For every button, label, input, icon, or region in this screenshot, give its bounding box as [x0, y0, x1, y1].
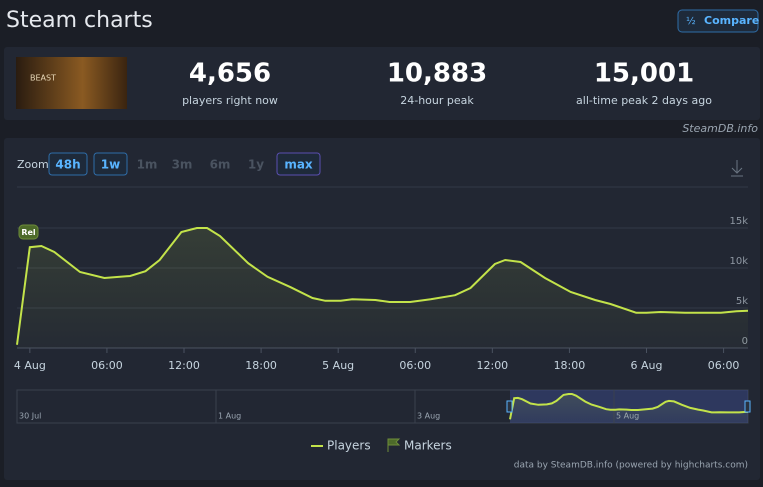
marker-flag	[18, 224, 39, 240]
x-tick-label: 12:00	[476, 359, 508, 372]
y-tick-label: 5k	[736, 296, 748, 307]
zoom-button-label[interactable]: 3m	[172, 158, 193, 172]
navigator-label: 1 Aug	[218, 412, 241, 421]
zoom-button-label[interactable]: 1m	[137, 158, 158, 172]
legend-label[interactable]: Markers	[404, 439, 452, 453]
y-tick-label: 15k	[729, 216, 748, 227]
credits: data by SteamDB.info (powered by highcha…	[514, 461, 748, 471]
zoom-button-label[interactable]: 1y	[248, 158, 264, 172]
series-line	[509, 393, 749, 420]
stat-value: 4,656	[189, 59, 271, 89]
navigator-handle[interactable]	[744, 400, 751, 413]
series-area	[17, 228, 748, 348]
x-tick-label: 06:00	[708, 359, 740, 372]
stat-label: players right now	[182, 94, 278, 107]
x-tick-label: 06:00	[399, 359, 431, 372]
compare-label: Compare	[704, 14, 759, 27]
zoom-button[interactable]	[93, 152, 128, 176]
series-line	[16, 227, 749, 345]
stat-label: all-time peak 2 days ago	[576, 94, 712, 107]
zoom-button-label[interactable]: 48h	[55, 158, 80, 172]
compare-button[interactable]	[677, 9, 759, 33]
page-title: Steam charts	[6, 8, 153, 33]
navigator-handle[interactable]	[506, 400, 513, 413]
x-tick-label: 18:00	[554, 359, 586, 372]
stats-panel	[4, 47, 760, 120]
legend-label[interactable]: Players	[327, 439, 371, 453]
zoom-button-label[interactable]: 1w	[101, 158, 120, 172]
download-icon[interactable]	[731, 160, 743, 177]
marker-label: Rel	[21, 228, 36, 237]
y-tick-label: 10k	[729, 256, 748, 267]
thumbnail-text: BEAST	[30, 74, 56, 83]
legend-swatch	[387, 438, 401, 452]
source-label: SteamDB.info	[682, 122, 758, 135]
stat-value: 10,883	[387, 59, 487, 89]
zoom-button[interactable]	[48, 152, 88, 176]
compare-icon: ½	[686, 15, 696, 27]
zoom-label: Zoom	[17, 158, 49, 171]
zoom-button-label[interactable]: 6m	[210, 158, 231, 172]
zoom-button-label[interactable]: max	[284, 158, 313, 172]
stat-value: 15,001	[594, 59, 694, 89]
navigator-label: 3 Aug	[417, 412, 440, 421]
zoom-button[interactable]	[276, 152, 321, 176]
stat-label: 24-hour peak	[400, 94, 474, 107]
x-tick-label: 6 Aug	[631, 359, 663, 372]
x-tick-label: 4 Aug	[14, 359, 46, 372]
game-thumbnail	[16, 57, 127, 109]
navigator-label: 30 Jul	[19, 412, 41, 421]
x-tick-label: 06:00	[91, 359, 123, 372]
x-tick-label: 18:00	[245, 359, 277, 372]
x-tick-label: 5 Aug	[322, 359, 354, 372]
x-tick-label: 12:00	[168, 359, 200, 372]
series-area	[510, 394, 748, 423]
